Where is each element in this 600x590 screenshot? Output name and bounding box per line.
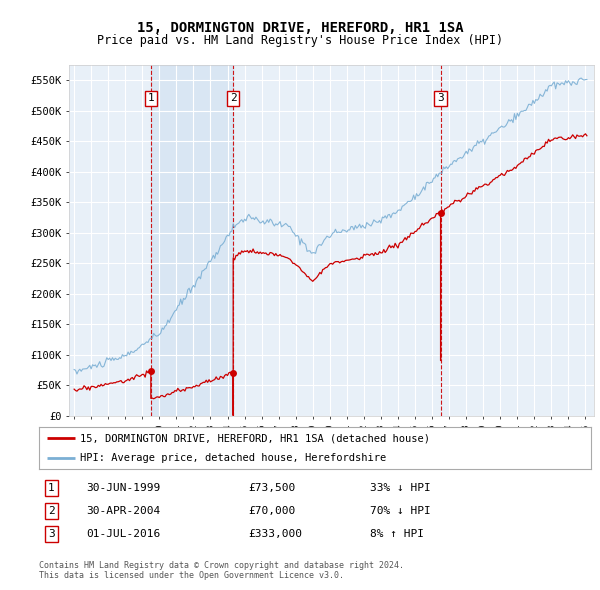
Text: 30-JUN-1999: 30-JUN-1999 (86, 483, 160, 493)
Text: Price paid vs. HM Land Registry's House Price Index (HPI): Price paid vs. HM Land Registry's House … (97, 34, 503, 47)
Text: 1: 1 (48, 483, 55, 493)
Text: £70,000: £70,000 (249, 506, 296, 516)
Text: HPI: Average price, detached house, Herefordshire: HPI: Average price, detached house, Here… (80, 454, 386, 463)
Text: 33% ↓ HPI: 33% ↓ HPI (370, 483, 431, 493)
Text: £333,000: £333,000 (249, 529, 303, 539)
Text: This data is licensed under the Open Government Licence v3.0.: This data is licensed under the Open Gov… (39, 571, 344, 580)
Text: 15, DORMINGTON DRIVE, HEREFORD, HR1 1SA: 15, DORMINGTON DRIVE, HEREFORD, HR1 1SA (137, 21, 463, 35)
Text: 3: 3 (437, 93, 444, 103)
Text: 01-JUL-2016: 01-JUL-2016 (86, 529, 160, 539)
Text: 70% ↓ HPI: 70% ↓ HPI (370, 506, 431, 516)
Text: 3: 3 (48, 529, 55, 539)
Text: £73,500: £73,500 (249, 483, 296, 493)
Text: 2: 2 (48, 506, 55, 516)
Text: 1: 1 (148, 93, 154, 103)
Text: 8% ↑ HPI: 8% ↑ HPI (370, 529, 424, 539)
Text: Contains HM Land Registry data © Crown copyright and database right 2024.: Contains HM Land Registry data © Crown c… (39, 560, 404, 569)
Bar (151, 65, 233, 416)
Text: 2: 2 (230, 93, 236, 103)
Text: 15, DORMINGTON DRIVE, HEREFORD, HR1 1SA (detached house): 15, DORMINGTON DRIVE, HEREFORD, HR1 1SA … (80, 433, 430, 443)
Text: 30-APR-2004: 30-APR-2004 (86, 506, 160, 516)
